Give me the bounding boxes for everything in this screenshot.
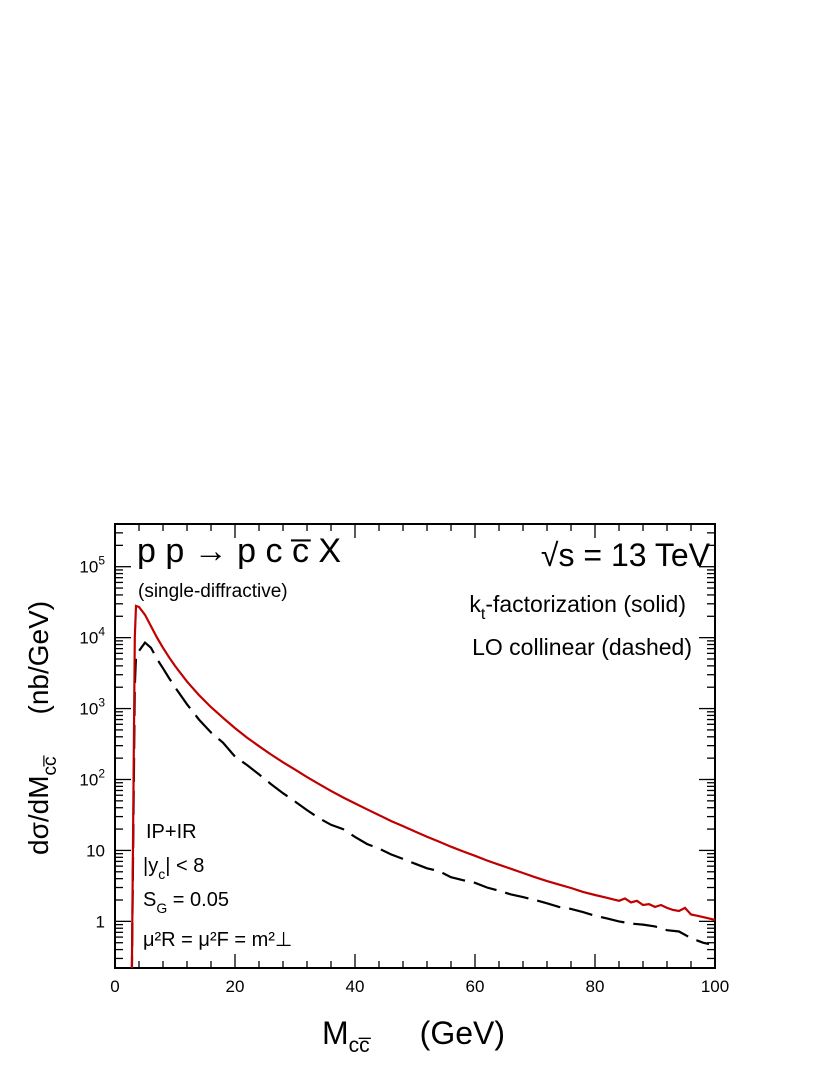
gap-survival-label: SG = 0.05	[143, 889, 229, 916]
y-axis-title: dσ/dMcc̅(nb/GeV)	[23, 601, 61, 855]
x-tick-labels: 0 20 40 60 80 100	[110, 977, 729, 996]
x-tick-label: 60	[466, 977, 485, 996]
reggeon-label: IP+IR	[146, 821, 197, 843]
x-tick-label: 40	[346, 977, 365, 996]
rapidity-cut-label: |yc| < 8	[143, 855, 204, 882]
energy-label: √s = 13 TeV	[541, 537, 711, 573]
legend-solid-label: kt-factorization (solid)	[469, 591, 686, 623]
process-label: p p → p c c̅ X	[137, 532, 341, 570]
series-lo-collinear-line	[130, 640, 710, 968]
scales-label: μ²R = μ²F = m²⊥	[143, 929, 292, 951]
legend-dashed-label: LO collinear (dashed)	[472, 634, 692, 660]
y-tick-label: 105	[79, 554, 105, 577]
y-tick-labels: 1 10 102 103 104 105	[79, 554, 105, 932]
axis-ticks	[114, 523, 716, 968]
y-tick-label: 102	[79, 766, 105, 789]
plot-area	[130, 604, 715, 968]
process-note: (single-diffractive)	[138, 581, 288, 602]
series-kt-factorization-line	[130, 604, 715, 968]
y-tick-label: 103	[79, 696, 105, 719]
y-tick-label: 10	[86, 841, 105, 860]
x-tick-label: 80	[586, 977, 605, 996]
y-tick-label: 104	[79, 625, 105, 648]
y-tick-label: 1	[96, 912, 105, 931]
x-tick-label: 20	[226, 977, 245, 996]
x-tick-label: 100	[701, 977, 729, 996]
x-tick-label: 0	[110, 977, 119, 996]
x-axis-title: Mcc̅ (GeV)	[322, 1015, 505, 1057]
